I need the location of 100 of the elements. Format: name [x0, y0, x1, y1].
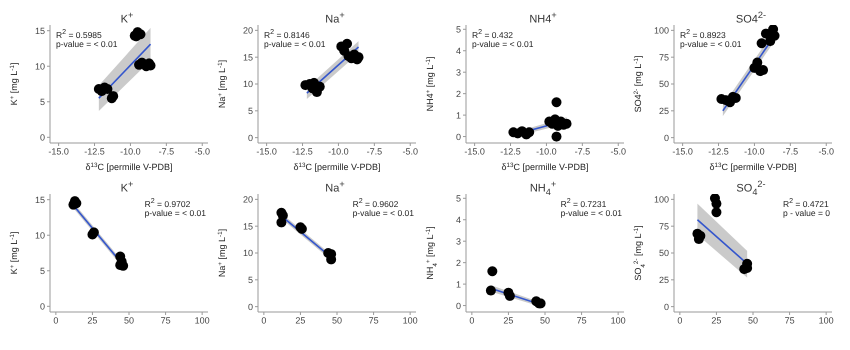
annotation: R$^{2}$ = 0.5985 — [56, 28, 103, 40]
x-tick-label: -7.5 — [574, 146, 590, 156]
y-tick-label: 50 — [658, 79, 669, 90]
y-tick-label: 1 — [456, 279, 461, 290]
x-tick-label: 25 — [711, 315, 722, 326]
y-tick-label: 4 — [456, 46, 461, 56]
x-tick-label: 50 — [540, 315, 550, 326]
chart-title: Na$^{+}$ — [324, 9, 346, 26]
x-tick-label: 100 — [194, 315, 210, 326]
y-tick-label: 100 — [654, 26, 669, 36]
y-tick-label: 10 — [242, 248, 253, 258]
x-tick-label: 0 — [677, 315, 682, 326]
x-tick-label: -10.0 — [744, 146, 765, 156]
x-tick-label: -12.5 — [84, 146, 105, 156]
y-tick-label: 5 — [40, 266, 45, 276]
x-tick-label: 100 — [818, 315, 834, 326]
annotation: p-value = < 0.01 — [352, 208, 414, 218]
x-axis-title: δ$^{13}$C [permille V-PDB] — [501, 162, 589, 172]
y-tick-label: 100 — [654, 194, 669, 205]
x-tick-label: -15.0 — [672, 146, 693, 156]
y-tick-label: 5 — [248, 275, 253, 286]
annotation: p-value = < 0.01 — [56, 38, 118, 49]
x-tick-label: -10.0 — [120, 146, 141, 156]
x-tick-label: 0 — [53, 315, 58, 326]
annotation: R$^{2}$ = 0.9602 — [352, 197, 400, 209]
annotation: R$^{2}$ = 0.4721 — [782, 197, 830, 209]
x-tick-label: -5.0 — [402, 146, 418, 156]
y-tick-label: 5 — [456, 24, 461, 34]
annotation: p-value = < 0.01 — [472, 38, 534, 49]
y-tick-label: 75 — [658, 52, 669, 62]
x-tick-label: -10.0 — [536, 146, 557, 156]
y-tick-label: 3 — [456, 67, 461, 78]
x-tick-label: 75 — [368, 315, 379, 326]
x-axis-title: δ$^{13}$C [permille V-PDB] — [293, 162, 381, 172]
chart-title: Na$^{+}$ — [324, 178, 346, 195]
annotation: p-value = < 0.01 — [680, 38, 742, 49]
chart-title: K$^{+}$ — [120, 9, 134, 26]
y-tick-label: 15 — [34, 194, 45, 205]
x-tick-label: -15.0 — [256, 146, 277, 156]
y-tick-label: 0 — [248, 132, 253, 143]
x-tick-label: 25 — [87, 315, 98, 326]
y-tick-label: 15 — [242, 52, 253, 62]
y-tick-label: 4 — [456, 214, 461, 225]
x-tick-label: -5.0 — [194, 146, 210, 156]
chart-title: K$^{+}$ — [120, 178, 134, 195]
chart-title: SO4$^{2-}$ — [734, 9, 768, 26]
y-tick-label: 2 — [456, 258, 461, 268]
y-tick-label: 3 — [456, 236, 461, 246]
x-tick-label: -15.0 — [464, 146, 485, 156]
y-tick-label: 20 — [242, 26, 253, 36]
y-tick-label: 0 — [456, 132, 461, 142]
x-tick-label: 0 — [261, 315, 266, 326]
x-tick-label: 25 — [503, 315, 514, 326]
y-tick-label: 10 — [242, 79, 253, 90]
x-tick-label: 50 — [332, 315, 342, 326]
x-tick-label: 75 — [160, 315, 171, 326]
x-tick-label: -5.0 — [610, 146, 626, 156]
y-tick-label: 0 — [40, 132, 45, 143]
x-tick-label: -5.0 — [818, 146, 834, 156]
x-axis-title: δ$^{13}$C [permille V-PDB] — [709, 162, 797, 172]
y-tick-label: 15 — [34, 26, 45, 36]
y-tick-label: 0 — [456, 300, 461, 311]
x-tick-label: 100 — [610, 315, 626, 326]
y-tick-label: 15 — [242, 221, 253, 232]
x-tick-label: 50 — [124, 315, 134, 326]
y-tick-label: 1 — [456, 110, 461, 120]
x-tick-label: -7.5 — [366, 146, 382, 156]
chart-title: NH4$^{+}$ — [528, 9, 558, 26]
y-tick-label: 0 — [40, 302, 45, 312]
x-tick-label: 75 — [784, 315, 795, 326]
y-tick-label: 10 — [34, 61, 45, 72]
x-tick-label: -15.0 — [48, 146, 69, 156]
x-tick-label: -10.0 — [328, 146, 349, 156]
y-tick-label: 5 — [40, 96, 45, 107]
y-tick-label: 2 — [456, 88, 461, 99]
x-tick-label: -12.5 — [500, 146, 521, 156]
x-axis-title: δ$^{13}$C [permille V-PDB] — [85, 162, 173, 172]
y-tick-label: 0 — [664, 302, 669, 312]
x-tick-label: -12.5 — [708, 146, 729, 156]
annotation: p-value = < 0.01 — [144, 208, 206, 218]
x-tick-label: -7.5 — [782, 146, 798, 156]
y-tick-label: 10 — [34, 230, 45, 240]
x-tick-label: -12.5 — [292, 146, 313, 156]
y-tick-label: 5 — [456, 193, 461, 204]
annotation: R$^{2}$ = 0.9702 — [144, 197, 192, 209]
x-tick-label: 50 — [748, 315, 758, 326]
annotation: p-value = < 0.01 — [264, 38, 326, 49]
y-tick-label: 75 — [658, 221, 669, 232]
annotation: R$^{2}$ = 0.7231 — [560, 197, 608, 209]
x-tick-label: 25 — [295, 315, 306, 326]
annotation: R$^{2}$ = 0.432 — [472, 28, 514, 40]
annotation: p - value = 0 — [782, 208, 830, 218]
y-tick-label: 0 — [248, 302, 253, 312]
annotation: R$^{2}$ = 0.8923 — [680, 28, 727, 40]
x-tick-label: 75 — [576, 315, 587, 326]
y-tick-label: 25 — [658, 106, 669, 116]
y-tick-label: 25 — [658, 275, 669, 286]
annotation: p-value = < 0.01 — [560, 208, 622, 218]
x-tick-label: 100 — [402, 315, 418, 326]
x-tick-label: -7.5 — [158, 146, 174, 156]
